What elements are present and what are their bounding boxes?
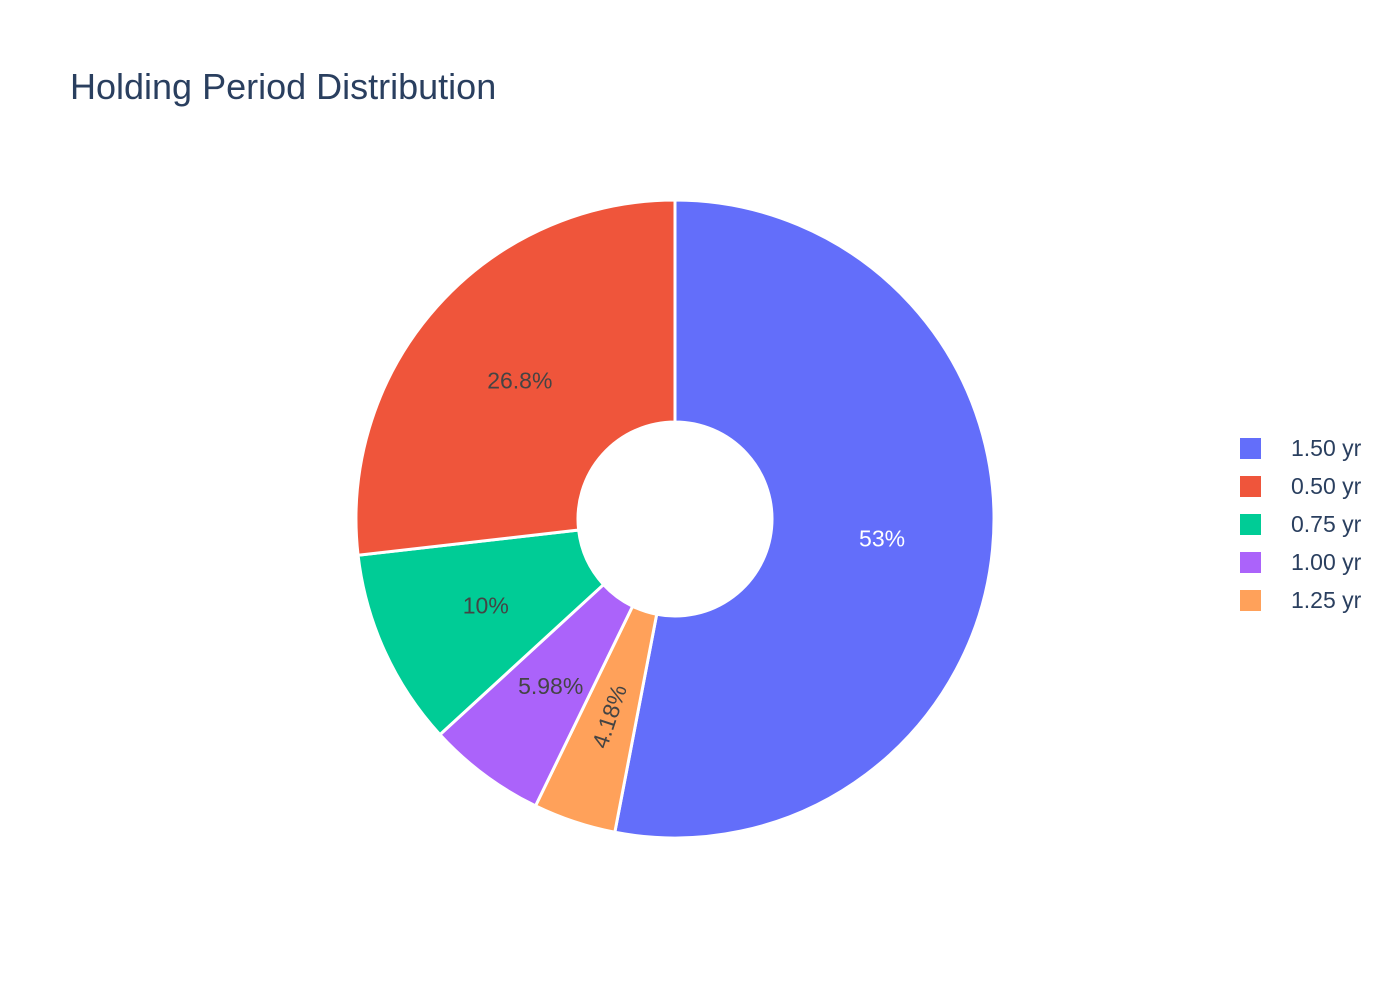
slice-1-50-yr[interactable] (613, 198, 996, 840)
legend-item[interactable]: 0.75 yr (1240, 505, 1361, 543)
legend-swatch (1240, 475, 1261, 497)
legend-label: 0.75 yr (1291, 510, 1362, 537)
legend-item[interactable]: 0.50 yr (1240, 467, 1361, 505)
slice-label: 26.8% (487, 368, 552, 394)
legend-swatch (1240, 437, 1261, 459)
legend: 1.50 yr 0.50 yr 0.75 yr 1.00 yr 1.25 yr (1240, 429, 1361, 619)
legend-swatch (1240, 551, 1261, 573)
slice-0-50-yr[interactable] (354, 198, 677, 557)
legend-swatch (1240, 589, 1261, 611)
legend-label: 0.50 yr (1291, 472, 1362, 499)
slice-label: 10% (463, 592, 509, 618)
slice-label: 53% (859, 526, 905, 552)
legend-label: 1.50 yr (1291, 434, 1362, 461)
slice-label: 5.98% (518, 673, 583, 699)
slice-0-75-yr[interactable] (356, 528, 606, 737)
legend-swatch (1240, 513, 1261, 535)
chart-title: Holding Period Distribution (70, 66, 497, 107)
slices-group (354, 198, 996, 840)
legend-label: 1.25 yr (1291, 586, 1362, 613)
legend-item[interactable]: 1.00 yr (1240, 543, 1361, 581)
legend-label: 1.00 yr (1291, 548, 1362, 575)
legend-item[interactable]: 1.25 yr (1240, 581, 1361, 619)
legend-item[interactable]: 1.50 yr (1240, 429, 1361, 467)
